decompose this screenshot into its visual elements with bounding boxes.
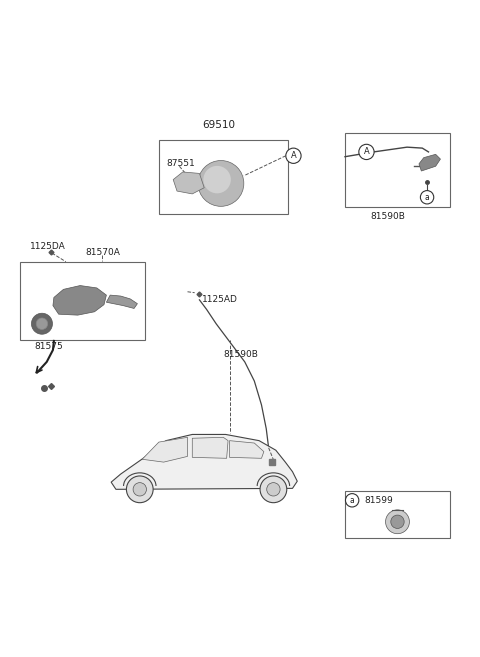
Circle shape <box>133 483 146 496</box>
Text: a: a <box>350 496 355 505</box>
Bar <box>159 140 288 214</box>
Polygon shape <box>142 438 188 462</box>
Text: A: A <box>290 151 296 160</box>
Circle shape <box>359 145 374 160</box>
Bar <box>21 261 144 340</box>
Circle shape <box>204 166 231 193</box>
Text: 1125AD: 1125AD <box>202 296 238 304</box>
Text: 81575: 81575 <box>35 342 63 351</box>
Text: 81590B: 81590B <box>371 212 406 221</box>
Polygon shape <box>229 441 264 459</box>
Circle shape <box>346 493 359 507</box>
Circle shape <box>126 476 153 503</box>
Circle shape <box>198 160 244 206</box>
Text: 69510: 69510 <box>202 120 235 131</box>
Circle shape <box>260 476 287 503</box>
Text: 81590B: 81590B <box>223 350 258 359</box>
Polygon shape <box>53 286 107 315</box>
Polygon shape <box>192 438 228 459</box>
Text: 81599: 81599 <box>364 496 393 505</box>
Polygon shape <box>173 172 204 194</box>
Bar <box>345 491 450 539</box>
Polygon shape <box>111 434 297 489</box>
Circle shape <box>267 483 280 496</box>
Text: 87551: 87551 <box>166 160 195 168</box>
Polygon shape <box>419 154 441 171</box>
Circle shape <box>36 318 48 329</box>
Text: A: A <box>363 147 369 156</box>
Bar <box>345 133 450 207</box>
Circle shape <box>385 510 409 533</box>
Circle shape <box>391 515 404 528</box>
Circle shape <box>32 313 52 334</box>
Polygon shape <box>107 295 137 308</box>
Text: 1125DA: 1125DA <box>30 242 66 251</box>
Text: 81570A: 81570A <box>85 248 120 257</box>
Text: a: a <box>425 193 430 202</box>
Circle shape <box>286 148 301 164</box>
Circle shape <box>420 191 434 204</box>
